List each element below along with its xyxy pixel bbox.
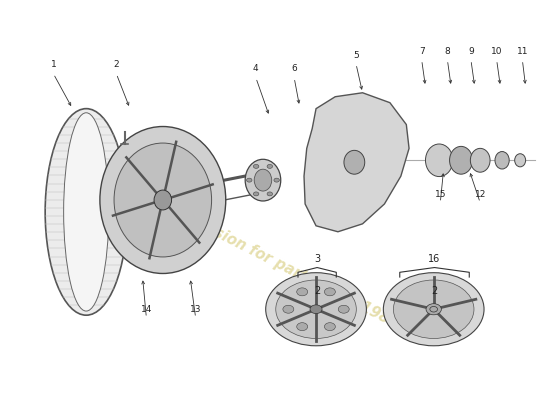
Ellipse shape [100,126,226,274]
Circle shape [267,192,273,196]
Ellipse shape [495,152,509,169]
Text: 6: 6 [292,64,297,74]
Ellipse shape [470,148,490,172]
Circle shape [296,288,307,296]
Text: 16: 16 [428,254,441,264]
Circle shape [274,178,279,182]
Ellipse shape [393,280,474,338]
Text: 2: 2 [314,286,320,296]
Ellipse shape [154,190,172,210]
Text: 9: 9 [468,46,474,56]
Ellipse shape [245,159,280,201]
Ellipse shape [276,280,356,338]
Text: 2: 2 [431,286,438,296]
Circle shape [283,305,294,313]
Circle shape [246,178,252,182]
Text: 1: 1 [51,60,56,70]
Text: 14: 14 [141,305,152,314]
Ellipse shape [449,146,472,174]
Text: 11: 11 [516,46,528,56]
Ellipse shape [254,169,272,191]
Ellipse shape [383,273,484,346]
Ellipse shape [426,304,441,315]
Circle shape [338,305,349,313]
Text: 12: 12 [475,190,486,198]
Ellipse shape [45,109,127,315]
Text: 4: 4 [253,64,258,74]
Text: 3: 3 [314,254,320,264]
Circle shape [254,164,259,168]
Text: 10: 10 [491,46,502,56]
Circle shape [267,164,273,168]
Text: 2: 2 [113,60,119,70]
Text: 7: 7 [419,46,425,56]
Text: 8: 8 [444,46,450,56]
Text: 13: 13 [190,305,201,314]
Text: 5: 5 [353,50,359,60]
Polygon shape [304,93,409,232]
Ellipse shape [515,154,526,167]
Ellipse shape [426,144,453,176]
Circle shape [296,323,307,331]
Circle shape [324,288,336,296]
Ellipse shape [310,305,322,314]
Circle shape [254,192,259,196]
Ellipse shape [64,113,109,311]
Ellipse shape [114,143,212,257]
Text: 15: 15 [434,190,446,198]
Ellipse shape [344,150,365,174]
Ellipse shape [266,273,366,346]
Text: a passion for parts since 1984: a passion for parts since 1984 [172,204,400,331]
Circle shape [324,323,336,331]
